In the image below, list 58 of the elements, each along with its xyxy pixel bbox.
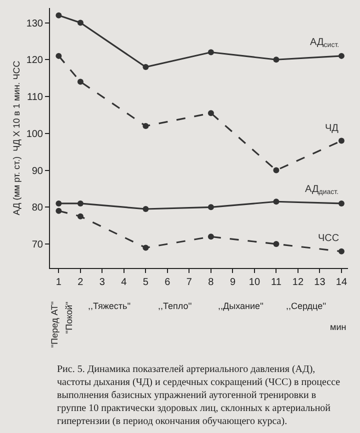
point: [56, 52, 62, 59]
y-tick-label: 100: [26, 128, 44, 140]
point: [208, 234, 214, 240]
point: [56, 12, 62, 18]
y-tick-label: 120: [26, 55, 44, 66]
point: [273, 241, 280, 248]
point: [142, 123, 149, 130]
y-tick-label: 90: [32, 166, 44, 177]
x-tick-label: 12: [292, 277, 304, 288]
x-tick-label: 9: [230, 277, 236, 288]
x-axis-title: мин: [330, 322, 346, 332]
x-tick-label: 7: [186, 277, 192, 288]
series-label: АД$_{сист.}$: [310, 37, 340, 50]
point: [273, 56, 280, 63]
text: Рис. 5. Динамика показателей артериального давления (АД), частоты дыхания (ЧД) и сердечных сокращений (ЧСС) в процессе выполнения базисных упражнений аутогенной тренировки в группе 10 практически здоровых лиц, склонных к артериальной гипертензии (в период окончания обучающего курса).: [57, 364, 341, 427]
series-label: АД$_{диаст.}$: [305, 184, 339, 196]
x-tick-label: 6: [164, 277, 171, 288]
point: [338, 200, 344, 206]
x-tick-label: 5: [142, 277, 149, 288]
x-tick-label: 13: [314, 277, 326, 288]
series-label: ЧСС: [318, 233, 340, 244]
x-tick-label: 3: [99, 277, 106, 288]
point: [208, 110, 214, 116]
point: [273, 167, 280, 174]
text: ,,Тепло'': [158, 301, 192, 311]
text: ,,Дыхание'': [218, 301, 264, 311]
point: [142, 206, 149, 212]
y-tick-label: 130: [26, 18, 44, 30]
text: ,,Сердце'': [286, 301, 326, 311]
point: [338, 138, 344, 144]
point: [208, 49, 214, 56]
point: [56, 200, 62, 206]
text: ,,Тяжесть'': [88, 301, 131, 311]
point: [142, 64, 149, 70]
point: [77, 200, 84, 206]
y-axis-title: АД (мм рт. ст.) ЧД Х 10 в 1 мин. ЧСС: [12, 60, 22, 216]
point: [273, 198, 280, 205]
x-tick-label: 8: [208, 277, 214, 288]
point: [77, 78, 84, 85]
x-tick-label: 11: [271, 277, 282, 288]
series-label: ЧД: [325, 123, 339, 134]
point: [338, 52, 344, 59]
point: [142, 244, 149, 251]
x-tick-label: 1: [56, 277, 62, 288]
point: [77, 20, 84, 26]
y-tick-label: 70: [32, 240, 44, 251]
point: [208, 204, 214, 210]
y-tick-label: 110: [27, 92, 44, 104]
point: [77, 213, 84, 220]
x-tick-label: 10: [248, 277, 260, 288]
x-tick-label: 14: [336, 277, 348, 288]
y-tick-label: 80: [32, 202, 44, 214]
point: [338, 248, 344, 254]
x-tick-label: 2: [78, 277, 84, 288]
text: "Перед АТ": [49, 301, 60, 348]
text: "Покой": [64, 302, 74, 334]
point: [56, 208, 62, 214]
x-tick-label: 4: [121, 277, 128, 288]
